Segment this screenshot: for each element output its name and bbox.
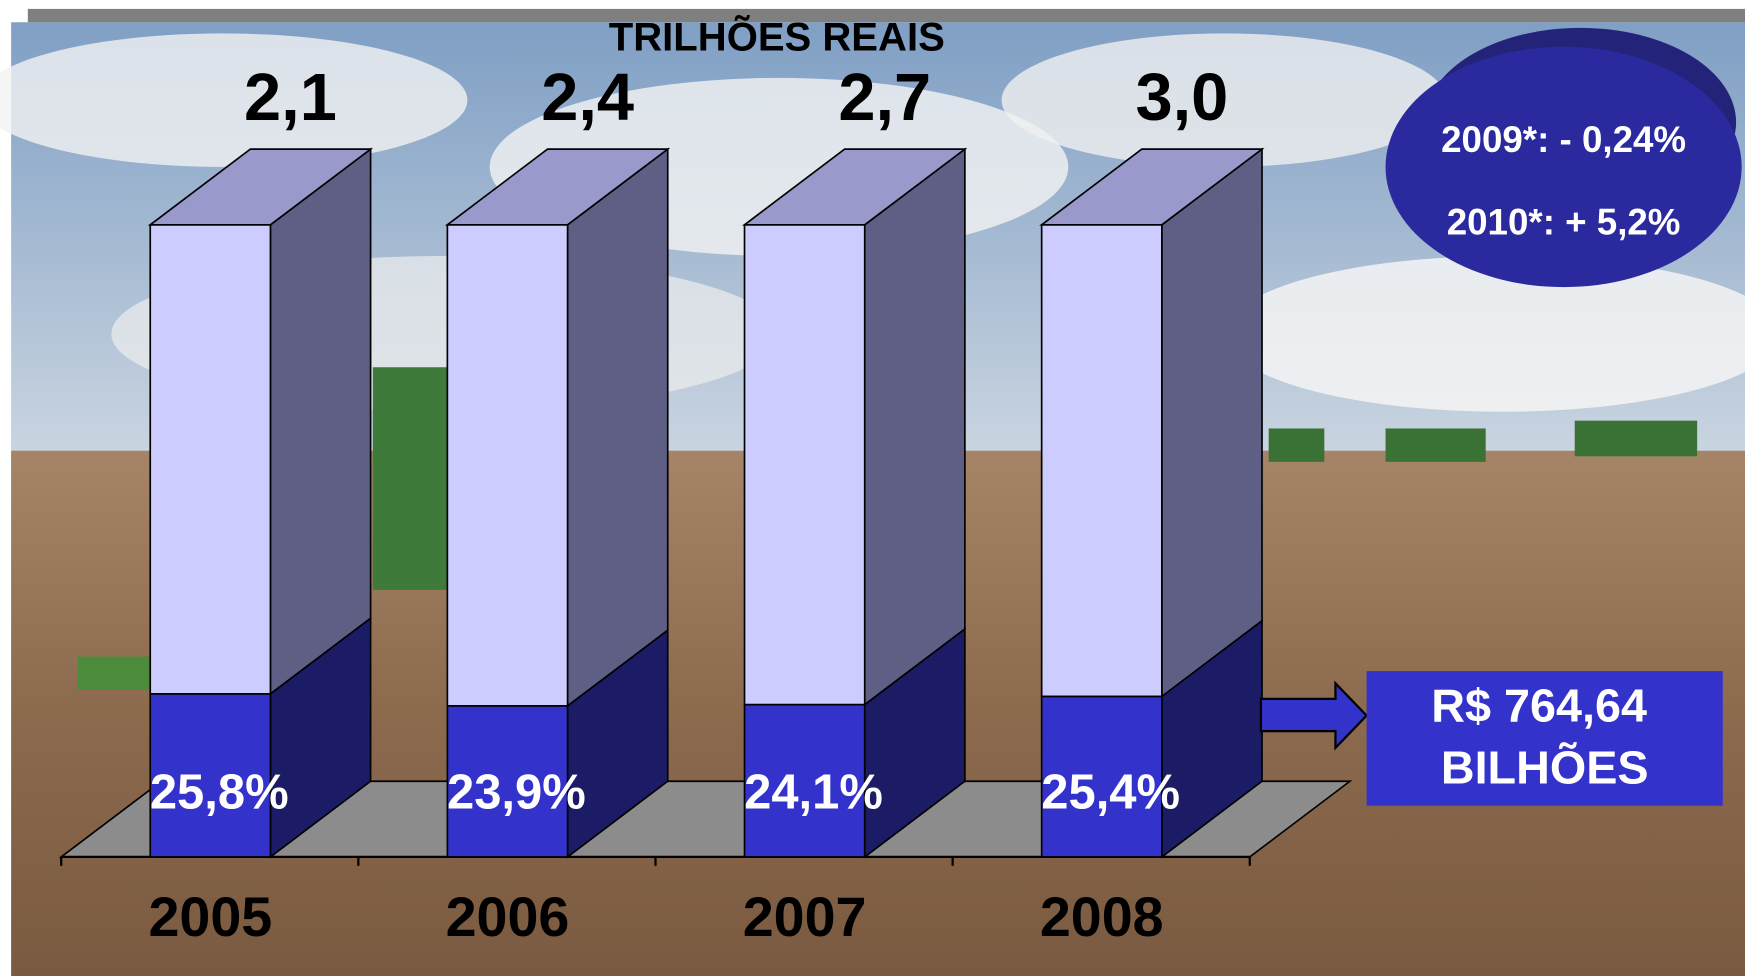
total-label: 2,4 [541, 61, 634, 135]
share-label: 23,9% [447, 766, 586, 820]
bar-segment [447, 225, 567, 706]
share-label: 25,4% [1041, 766, 1180, 820]
forecast-2010: 2010*: + 5,2% [1447, 202, 1681, 243]
page: {"chart_data": {"type": "bar3d_stacked",… [0, 0, 1745, 976]
bar-side [1162, 149, 1262, 696]
bar-side [865, 149, 965, 704]
share-label: 24,1% [744, 766, 883, 820]
bar-side [270, 149, 370, 694]
callout-unit: BILHÕES [1441, 742, 1649, 794]
chart-title: TRILHÕES REAIS [609, 14, 945, 60]
bar-segment [150, 225, 270, 694]
total-label: 2,1 [244, 61, 337, 135]
x-tick-label: 2007 [743, 886, 867, 948]
bar-segment [745, 225, 865, 705]
callout-value: R$ 764,64 [1431, 679, 1647, 731]
bar-side [568, 149, 668, 706]
x-tick-label: 2005 [148, 886, 272, 948]
chart: TRILHÕES REAIS 2,1 25,8% 2005 2,4 23,9% 2006 2… [0, 0, 1745, 976]
total-label: 3,0 [1135, 61, 1228, 135]
share-label: 25,8% [150, 766, 289, 820]
forecast-2009: 2009*: - 0,24% [1441, 119, 1686, 160]
x-tick-label: 2006 [446, 886, 570, 948]
x-tick-label: 2008 [1040, 886, 1164, 948]
total-label: 2,7 [838, 61, 931, 135]
bar-segment [1042, 225, 1162, 697]
